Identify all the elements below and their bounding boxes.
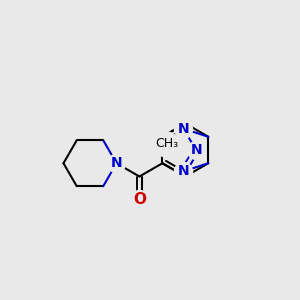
Text: CH₃: CH₃ [155, 137, 178, 150]
Text: N: N [177, 164, 189, 178]
Text: N: N [111, 156, 122, 170]
Text: N: N [177, 122, 189, 136]
Text: N: N [190, 143, 202, 157]
Text: O: O [133, 191, 146, 206]
